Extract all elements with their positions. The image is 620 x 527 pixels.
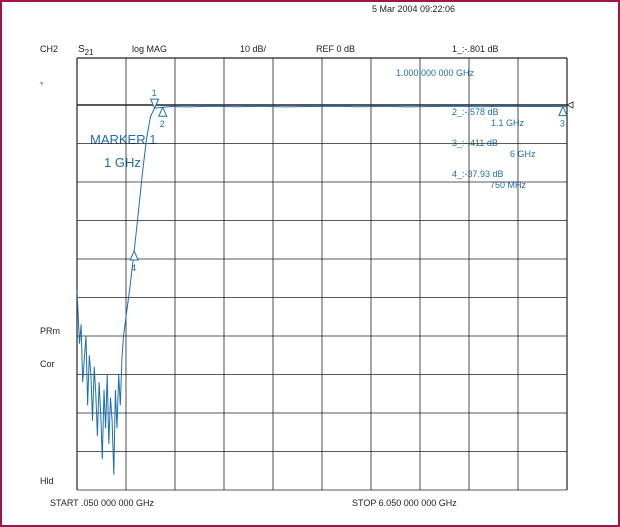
stop-frequency: STOP 6.050 000 000 GHz [352, 498, 457, 508]
reference-arrow [566, 101, 574, 109]
s-parameter-sub: 21 [84, 48, 94, 57]
marker-1-symbol [149, 98, 160, 110]
left-prm-annotation: PRm [40, 326, 60, 336]
marker-1-label: 1 [152, 88, 157, 98]
scale-label: 10 dB/ [240, 44, 267, 54]
marker1-readout: 1_:-.801 dB [452, 44, 499, 54]
marker-3-label: 3 [560, 119, 565, 129]
start-frequency: START .050 000 000 GHz [50, 498, 155, 508]
marker1-frequency: 1.000 000 000 GHz [396, 68, 475, 78]
marker-symbols: 1 2 3 4 [129, 88, 568, 273]
marker-2-label: 2 [160, 119, 165, 129]
marker4-frequency: 750 MHz [490, 180, 527, 190]
trace-line [76, 105, 568, 475]
left-cor-annotation: Cor [40, 359, 55, 369]
marker-4-symbol [129, 249, 139, 261]
s-parameter-letter: S [78, 44, 85, 55]
marker-frequency-title: 1 GHz [104, 155, 141, 170]
marker2-readout: 2_:-.578 dB [452, 107, 499, 117]
marker3-frequency: 6 GHz [510, 149, 536, 159]
reference-label: REF 0 dB [316, 44, 356, 54]
left-dot-annotation: * [40, 80, 44, 90]
format-label: log MAG [132, 44, 168, 54]
channel-label: CH2 [40, 44, 59, 54]
marker4-readout: 4_:-37.93 dB [452, 169, 504, 179]
graticule [76, 57, 574, 491]
left-hld-annotation: Hld [40, 476, 54, 486]
marker-3-symbol [558, 105, 568, 117]
datetime: 5 Mar 2004 09:22:06 [372, 4, 456, 14]
marker-4-label: 4 [131, 263, 136, 273]
marker-2-symbol [157, 105, 168, 117]
marker2-frequency: 1.1 GHz [491, 118, 525, 128]
marker3-readout: 3_:-.411 dB [452, 138, 498, 148]
s-parameter: S21 [78, 44, 94, 57]
